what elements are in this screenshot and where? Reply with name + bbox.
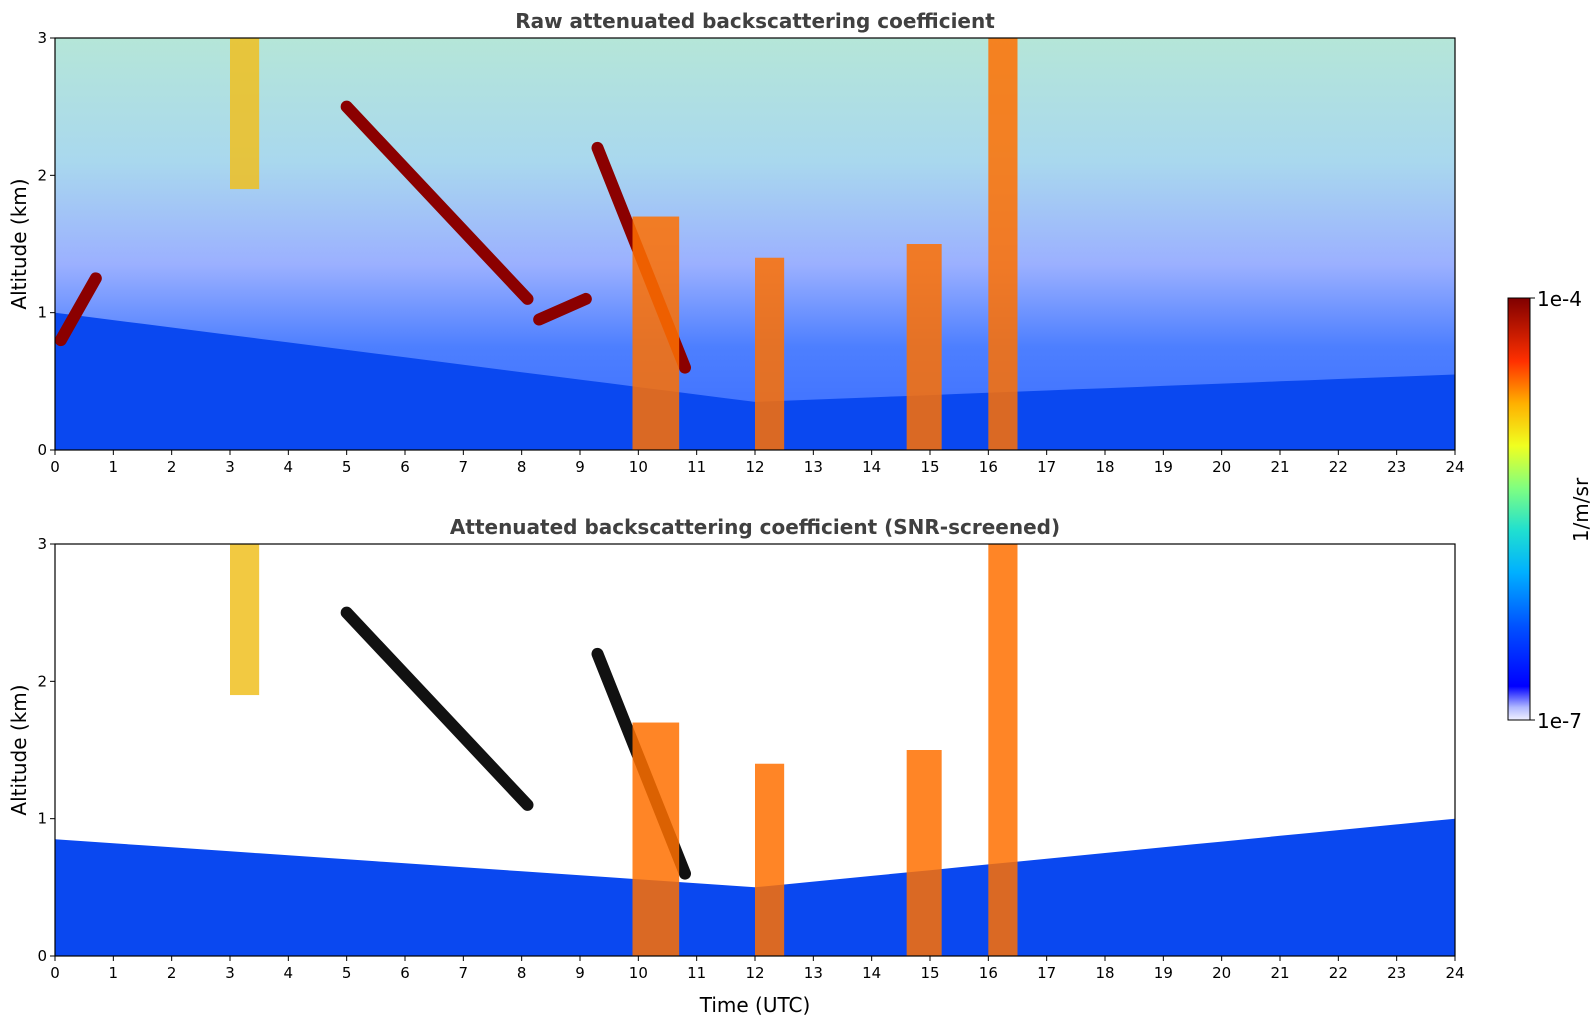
raw-backscatter-panel: Raw attenuated backscattering coefficien… — [7, 9, 1465, 476]
panel-title: Raw attenuated backscattering coefficien… — [515, 9, 995, 33]
x-tick-label: 15 — [920, 964, 939, 982]
x-tick-label: 15 — [920, 458, 939, 476]
screened-heatmap — [55, 544, 1455, 956]
y-tick-label: 2 — [37, 672, 47, 690]
precipitation — [632, 722, 680, 956]
panel-title: Attenuated backscattering coefficient (S… — [450, 515, 1060, 539]
raw-heatmap — [55, 38, 1455, 450]
x-tick-label: 16 — [979, 458, 998, 476]
precipitation — [906, 244, 942, 450]
x-axis-label: Time (UTC) — [699, 993, 811, 1017]
x-tick-label: 6 — [400, 964, 410, 982]
cloud-layer — [55, 272, 102, 347]
cloud-layer — [340, 100, 534, 305]
colorbar-min-label: 1e-7 — [1537, 709, 1582, 733]
y-tick-label: 3 — [37, 535, 47, 553]
y-tick-label: 1 — [37, 810, 47, 828]
x-tick-label: 22 — [1329, 458, 1348, 476]
x-tick-label: 19 — [1154, 458, 1173, 476]
x-tick-label: 11 — [687, 964, 706, 982]
x-tick-label: 20 — [1212, 458, 1231, 476]
x-tick-label: 1 — [109, 458, 119, 476]
y-axis-label: Altitude (km) — [7, 178, 31, 309]
x-tick-label: 19 — [1154, 964, 1173, 982]
precipitation — [632, 216, 680, 450]
x-tick-label: 8 — [517, 458, 527, 476]
x-tick-label: 9 — [575, 964, 585, 982]
y-tick-label: 2 — [37, 166, 47, 184]
x-tick-label: 14 — [862, 964, 881, 982]
precipitation — [906, 750, 942, 956]
x-tick-label: 17 — [1037, 458, 1056, 476]
x-tick-label: 2 — [167, 458, 177, 476]
x-tick-label: 16 — [979, 964, 998, 982]
x-tick-label: 5 — [342, 458, 352, 476]
x-tick-label: 3 — [225, 458, 235, 476]
aerosol-plume — [230, 544, 260, 696]
x-tick-label: 4 — [284, 964, 294, 982]
screened-backscatter-panel: Attenuated backscattering coefficient (S… — [7, 515, 1465, 1017]
x-tick-label: 17 — [1037, 964, 1056, 982]
boundary-layer — [55, 312, 1455, 450]
aerosol-plume — [230, 38, 260, 190]
cloud-layer — [533, 292, 592, 326]
x-axis-ticks: 0 1 2 3 4 5 6 7 8 9 10 11 12 13 14 15 16 17 18 19 20 21 22 23 24 — [50, 450, 1465, 476]
colorbar: 1e-4 1e-7 1/m/sr — [1507, 287, 1593, 733]
x-tick-label: 13 — [804, 964, 823, 982]
colorbar-max-label: 1e-4 — [1537, 287, 1582, 311]
x-tick-label: 7 — [459, 458, 469, 476]
x-tick-label: 0 — [50, 458, 60, 476]
y-tick-label: 0 — [37, 947, 47, 965]
cloud-layer — [340, 606, 534, 811]
x-tick-label: 5 — [342, 964, 352, 982]
y-axis-label: Altitude (km) — [7, 684, 31, 815]
x-tick-label: 21 — [1270, 458, 1289, 476]
x-tick-label: 24 — [1445, 964, 1464, 982]
y-axis-ticks: 0 1 2 3 — [37, 29, 55, 459]
x-tick-label: 18 — [1095, 964, 1114, 982]
x-tick-label: 4 — [284, 458, 294, 476]
x-tick-label: 12 — [745, 964, 764, 982]
colorbar-label: 1/m/sr — [1569, 477, 1593, 542]
x-tick-label: 20 — [1212, 964, 1231, 982]
x-tick-label: 7 — [459, 964, 469, 982]
x-tick-label: 23 — [1387, 458, 1406, 476]
precipitation — [988, 544, 1018, 956]
x-tick-label: 8 — [517, 964, 527, 982]
colorbar-gradient — [1507, 297, 1531, 721]
y-tick-label: 1 — [37, 304, 47, 322]
x-tick-label: 1 — [109, 964, 119, 982]
x-tick-label: 11 — [687, 458, 706, 476]
y-tick-label: 0 — [37, 441, 47, 459]
x-tick-label: 18 — [1095, 458, 1114, 476]
precipitation — [988, 38, 1018, 450]
precipitation — [755, 257, 785, 450]
x-tick-label: 10 — [629, 964, 648, 982]
x-tick-label: 12 — [745, 458, 764, 476]
x-tick-label: 24 — [1445, 458, 1464, 476]
x-tick-label: 6 — [400, 458, 410, 476]
precipitation — [755, 763, 785, 956]
x-tick-label: 2 — [167, 964, 177, 982]
x-tick-label: 0 — [50, 964, 60, 982]
x-tick-label: 14 — [862, 458, 881, 476]
x-axis-ticks: 0 1 2 3 4 5 6 7 8 9 10 11 12 13 14 15 16 17 18 19 20 21 22 23 24 — [50, 956, 1465, 982]
x-tick-label: 3 — [225, 964, 235, 982]
x-tick-label: 13 — [804, 458, 823, 476]
y-axis-ticks: 0 1 2 3 — [37, 535, 55, 965]
x-tick-label: 10 — [629, 458, 648, 476]
x-tick-label: 9 — [575, 458, 585, 476]
y-tick-label: 3 — [37, 29, 47, 47]
x-tick-label: 22 — [1329, 964, 1348, 982]
x-tick-label: 23 — [1387, 964, 1406, 982]
x-tick-label: 21 — [1270, 964, 1289, 982]
